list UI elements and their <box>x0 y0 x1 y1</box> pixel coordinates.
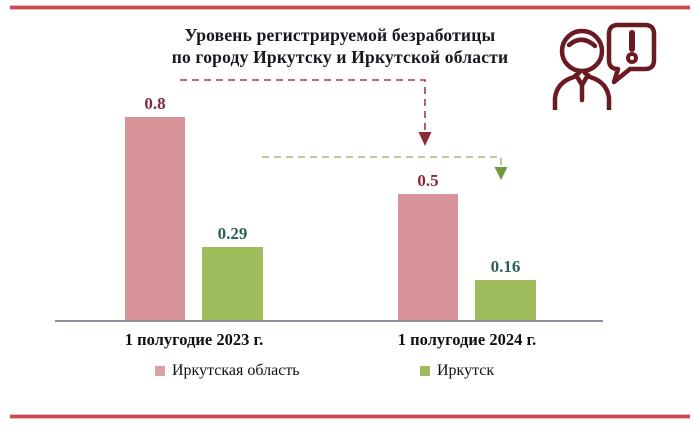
chart-title-line1: Уровень регистрируемой безработицы <box>184 25 496 45</box>
bottom-divider-line <box>10 414 690 419</box>
bar-city-2024 <box>475 280 536 320</box>
legend-item-city: Иркутск <box>420 362 494 380</box>
value-label-oblast-2023: 0.8 <box>144 94 166 113</box>
chart-title: Уровень регистрируемой безработицы по го… <box>120 24 560 68</box>
bar-city-2023 <box>202 247 263 320</box>
legend-swatch-oblast <box>155 366 165 376</box>
bar-oblast-2023 <box>125 117 185 320</box>
dashed-arrow-red <box>180 79 432 146</box>
value-label-oblast-2024: 0.5 <box>417 171 439 190</box>
dashed-arrow-green <box>262 156 508 180</box>
legend-item-oblast: Иркутская область <box>155 362 300 380</box>
value-label-city-2023: 0.29 <box>217 224 248 243</box>
legend-label-city: Иркутск <box>437 362 495 379</box>
top-divider-line <box>10 5 690 10</box>
category-label-2023: 1 полугодие 2023 г. <box>124 330 264 349</box>
bar-oblast-2024 <box>398 194 458 320</box>
x-axis-line <box>55 320 603 322</box>
person-exclamation-icon <box>552 22 657 110</box>
category-label-2024: 1 полугодие 2024 г. <box>397 330 537 349</box>
legend-label-oblast: Иркутская область <box>172 362 300 379</box>
chart-title-line2: по городу Иркутску и Иркутской области <box>171 47 509 67</box>
value-label-city-2024: 0.16 <box>490 257 521 276</box>
legend-swatch-city <box>420 366 430 376</box>
